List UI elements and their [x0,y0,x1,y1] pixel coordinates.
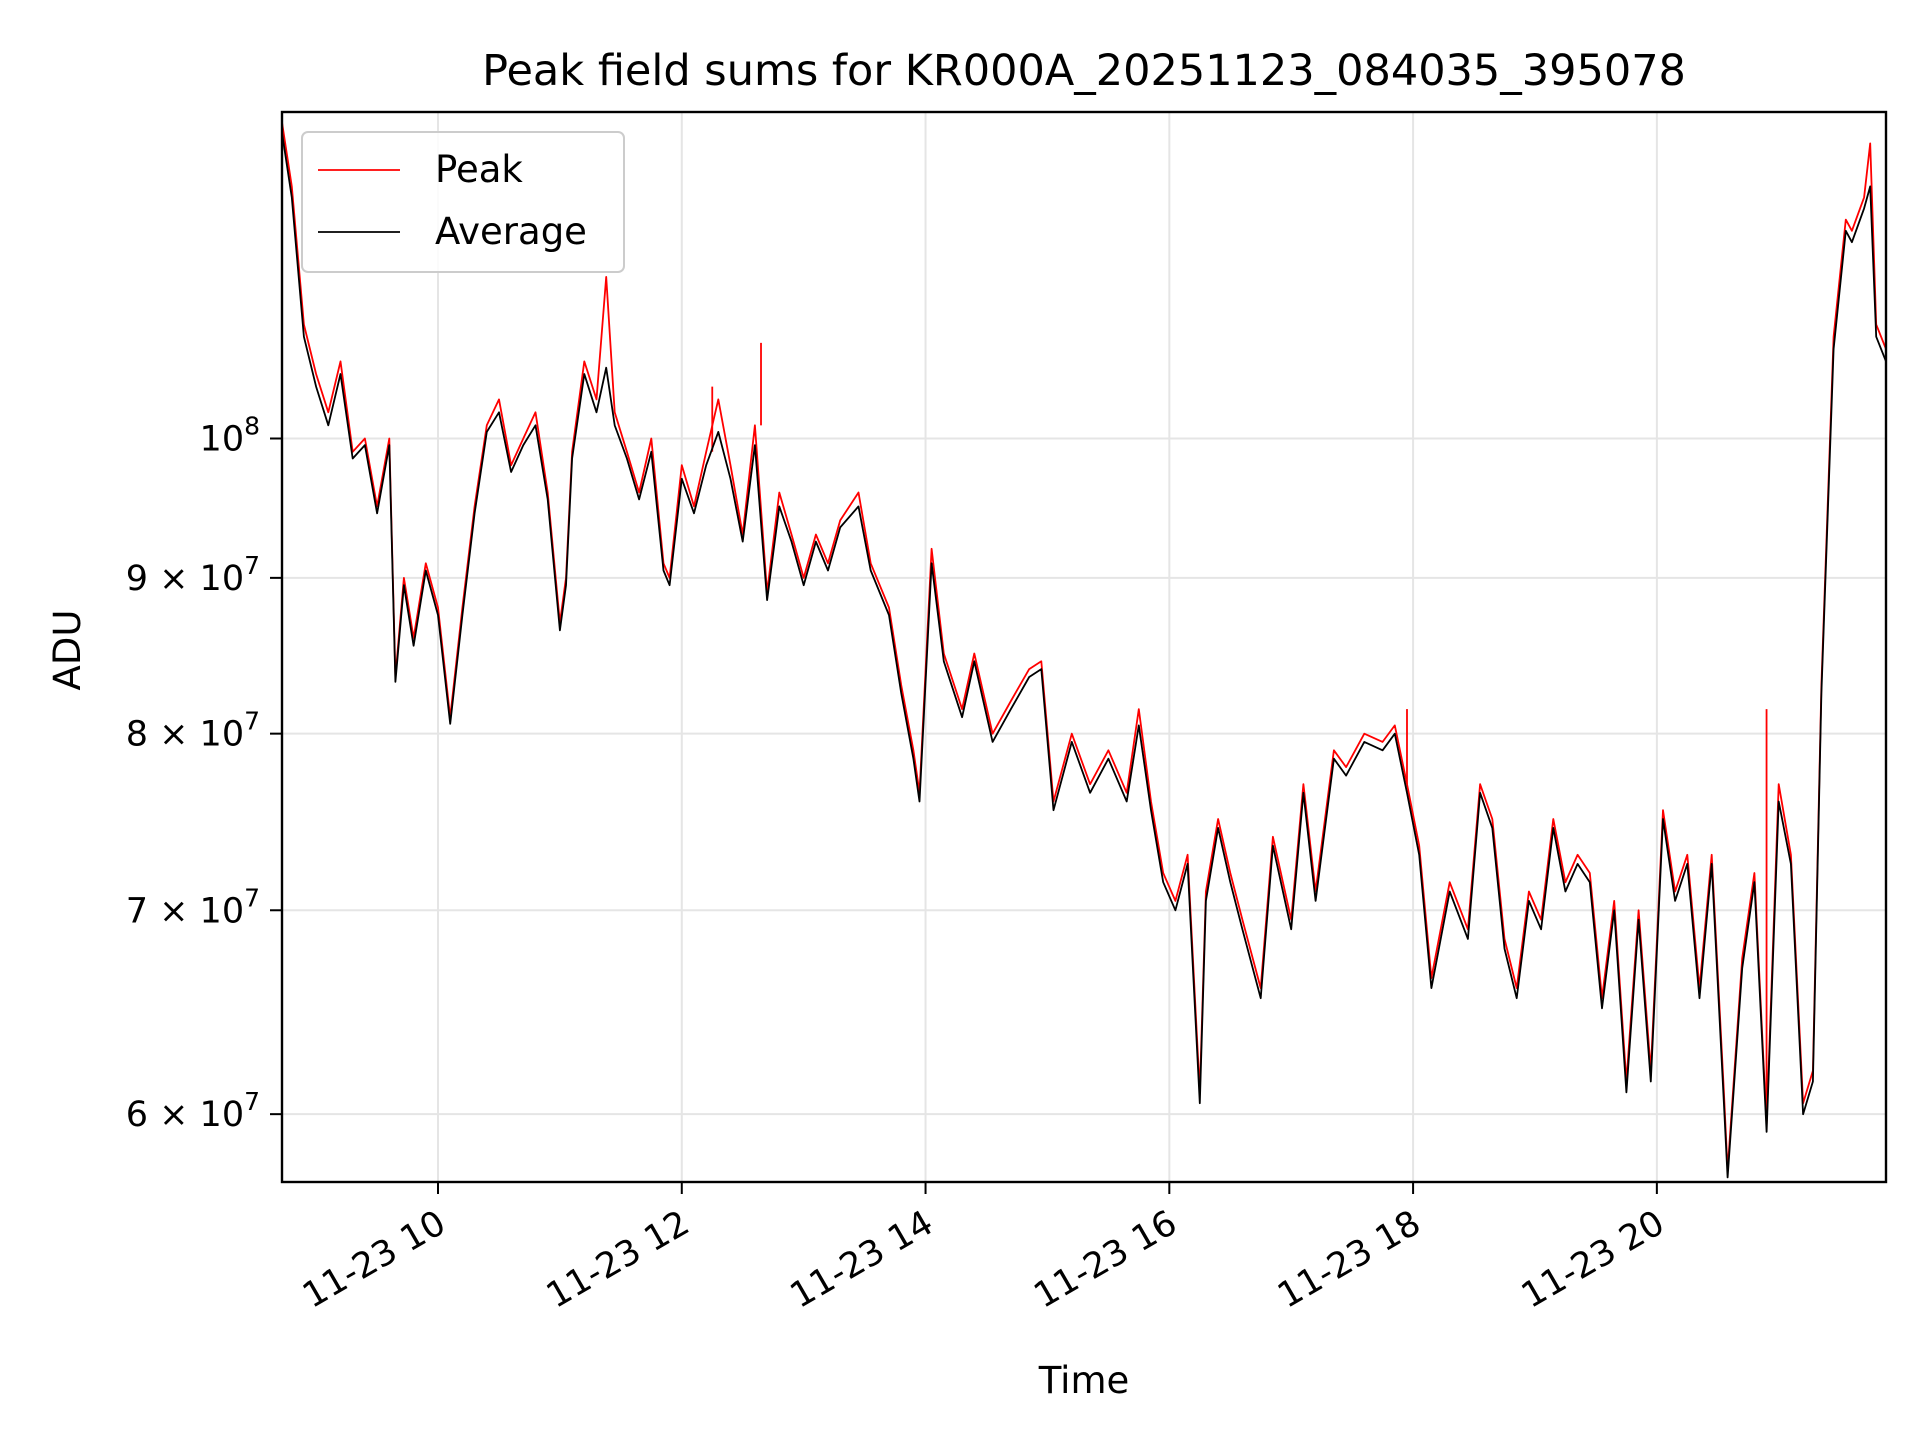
y-tick-mantissa: 7 [126,891,148,931]
y-tick-multiply: × [148,715,200,755]
legend-peak-label: Peak [435,148,523,191]
y-tick-exponent: 8 [244,412,260,441]
legend: Peak Average [301,131,625,273]
y-tick-mantissa: 9 [126,559,148,599]
y-tick-base: 10 [200,559,245,599]
x-tick-label: 11-23 12 [540,1203,696,1316]
y-tick-mantissa: 8 [126,715,148,755]
y-tick-label: 9 × 107 [126,551,260,599]
y-tick-exponent: 7 [244,883,260,912]
y-tick-exponent: 7 [244,551,260,580]
y-tick-multiply: × [148,1095,200,1135]
y-tick-base: 10 [200,420,245,460]
y-tick-multiply: × [148,891,200,931]
x-tick-label: 11-23 14 [784,1203,940,1316]
y-tick-exponent: 7 [244,1087,260,1116]
y-axis-label: ADU [46,610,89,691]
y-tick-base: 10 [200,891,245,931]
legend-average-label: Average [435,210,587,253]
series-line-average [282,132,1886,1179]
y-tick-base: 10 [200,715,245,755]
x-tick-label: 11-23 10 [296,1203,452,1316]
x-axis-label: Time [1038,1359,1130,1402]
x-tick-label: 11-23 18 [1271,1203,1427,1316]
x-tick-label: 11-23 16 [1028,1203,1184,1316]
chart-title: Peak field sums for KR000A_20251123_0840… [482,46,1686,96]
y-tick-label: 108 [200,412,260,460]
y-tick-multiply: × [148,559,200,599]
y-tick-label: 7 × 107 [126,883,260,931]
y-tick-exponent: 7 [244,707,260,736]
y-tick-base: 10 [200,1095,245,1135]
y-tick-label: 8 × 107 [126,707,260,755]
y-tick-mantissa: 6 [126,1095,148,1135]
y-tick-label: 6 × 107 [126,1087,260,1135]
plot-frame [280,110,1888,1184]
x-tick-label: 11-23 20 [1515,1203,1671,1316]
